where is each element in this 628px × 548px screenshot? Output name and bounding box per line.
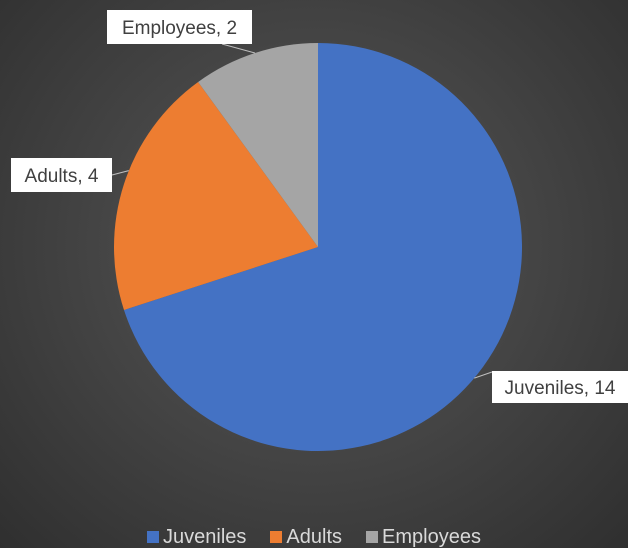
legend-label-employees: Employees <box>382 526 481 548</box>
legend-item-juveniles: Juveniles <box>147 526 246 548</box>
leader-line-adults <box>111 170 129 176</box>
leader-line-employees <box>221 43 256 54</box>
data-label-box-adults <box>11 158 112 192</box>
data-label-juveniles: Juveniles, 14 <box>505 378 616 399</box>
legend-swatch-adults <box>270 531 283 543</box>
legend-label-adults: Adults <box>286 526 343 548</box>
legend-item-employees: Employees <box>366 526 481 548</box>
data-label-employees: Employees, 2 <box>122 18 237 39</box>
pie-slice-juveniles <box>123 43 523 451</box>
data-label-box-juveniles <box>492 371 628 403</box>
legend: Juveniles Adults Employees <box>0 526 628 548</box>
pie-slices <box>114 43 523 451</box>
pie-slice-adults <box>114 81 318 311</box>
leader-line-juveniles <box>474 371 493 379</box>
legend-swatch-juveniles <box>147 531 160 543</box>
legend-item-adults: Adults <box>270 526 342 548</box>
data-label-adults: Adults, 4 <box>25 166 99 187</box>
data-labels: Juveniles, 14 Adults, 4 Employees, 2 <box>11 10 628 403</box>
legend-swatch-employees <box>366 531 379 543</box>
pie-slice-employees <box>198 43 318 247</box>
legend-label-juveniles: Juveniles <box>163 526 247 548</box>
data-label-box-employees <box>107 10 252 44</box>
